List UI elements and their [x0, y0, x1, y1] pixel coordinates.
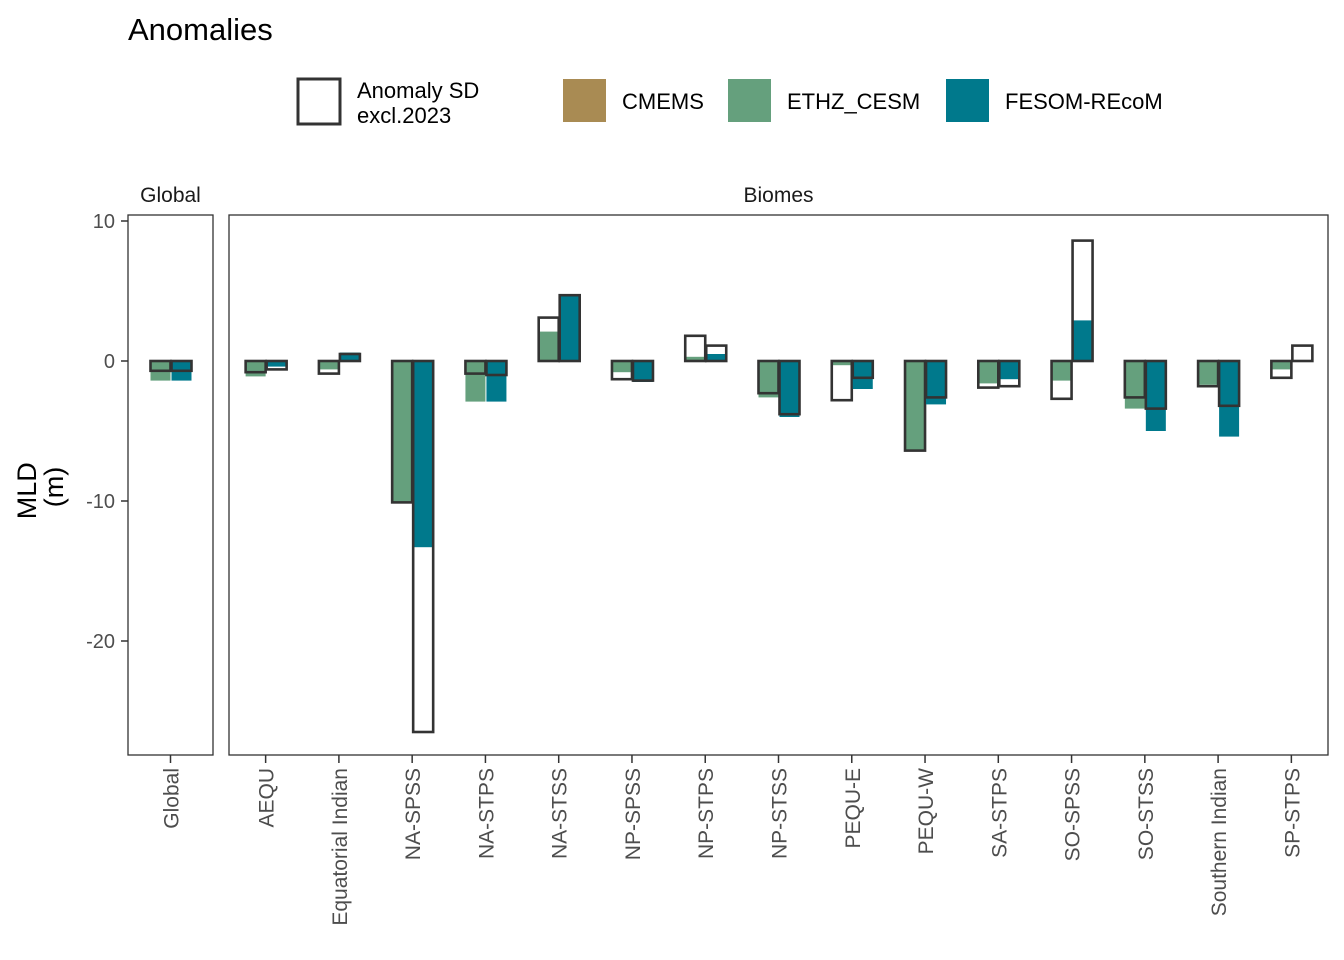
- bar-ethz-cesm-np-stss: [758, 361, 779, 398]
- x-tick-label: Southern Indian: [1208, 768, 1231, 916]
- bar-ethz-cesm-na-spss: [392, 361, 413, 503]
- legend-label-ethz: ETHZ_CESM: [787, 89, 920, 114]
- sd-outline-fesom-recom-sp-stps: [1291, 344, 1314, 363]
- bar-ethz-cesm-sa-stps: [978, 361, 999, 384]
- legend-key-fesom: [946, 79, 989, 122]
- x-tick-label: PEQU-E: [842, 768, 865, 849]
- x-tick-label: SO-SPSS: [1062, 768, 1085, 861]
- legend-label-sd: Anomaly SD excl.2023: [357, 78, 485, 128]
- panel-global: Global Global: [127, 184, 214, 829]
- sd-outline-ethz-cesm-equatorial-indian: [317, 359, 341, 375]
- x-tick-label: Equatorial Indian: [329, 768, 352, 926]
- sd-outline-fesom-recom-na-stps: [485, 359, 508, 377]
- bar-ethz-cesm-equatorial-indian: [318, 361, 339, 370]
- legend-key-ethz: [728, 79, 771, 122]
- x-tick-label: AEQU: [256, 768, 279, 828]
- sd-outline-fesom-recom-np-stps: [704, 344, 728, 363]
- x-tick-label: SP-STPS: [1281, 768, 1304, 858]
- panel-border: [127, 214, 214, 756]
- bar-ethz-cesm-sp-stps: [1271, 361, 1292, 370]
- bar-fesom-recom-so-spss: [1072, 320, 1093, 361]
- bar-ethz-cesm-aequ: [245, 361, 266, 377]
- panel-biomes: Biomes AEQU Equatorial Indian NA-SPSS NA-STP…: [228, 184, 1329, 926]
- legend-label-fesom: FESOM-REcoM: [1005, 89, 1163, 114]
- chart-title: Anomalies: [128, 12, 273, 47]
- x-tick-label: NA-SPSS: [402, 768, 425, 860]
- bar-fesom-recom-pequ-w: [926, 361, 947, 405]
- bar-fesom-recom-pequ-e: [852, 361, 873, 389]
- bar-ethz-cesm-np-spss: [611, 361, 632, 373]
- sd-outline-fesom-recom-aequ: [265, 359, 288, 371]
- legend-key-cmems: [563, 79, 606, 122]
- y-axis-title-line2: (m): [39, 467, 69, 507]
- legend-label-sd-line1: Anomaly SD: [357, 78, 479, 103]
- bar-ethz-cesm-na-stps: [465, 361, 486, 402]
- bar-fesom-recom-aequ: [266, 361, 287, 367]
- sd-outline-fesom-recom-southern-indian: [1217, 359, 1241, 408]
- x-tick-label: PEQU-W: [915, 768, 938, 855]
- panels: 10 0 -10 -20 Global Global Biomes AEQU Equatoria…: [86, 184, 1329, 926]
- x-tick-label: NA-STSS: [549, 768, 572, 859]
- sd-outline-fesom-recom-so-stss: [1144, 359, 1168, 410]
- bar-fesom-recom-sa-stps: [999, 361, 1020, 380]
- bar-fesom-recom-na-spss: [413, 361, 434, 548]
- sd-outline-ethz-cesm-sp-stps: [1270, 359, 1293, 380]
- bar-fesom-recom-na-stss: [559, 295, 580, 361]
- sd-outline-fesom-recom-sa-stps: [997, 359, 1021, 388]
- sd-outline-fesom-recom-na-spss: [411, 359, 435, 734]
- y-axis-title: MLD (m): [12, 455, 69, 520]
- sd-outline-fesom-recom-na-stss: [558, 293, 582, 363]
- x-tick-label: NA-STPS: [475, 768, 498, 859]
- sd-outline-fesom-recom-np-spss: [631, 359, 655, 382]
- x-tick-label: NP-SPSS: [622, 768, 645, 860]
- x-tick-label: SA-STPS: [988, 768, 1011, 858]
- x-tick-label: NP-STPS: [695, 768, 718, 859]
- sd-outline-ethz-cesm-so-spss: [1050, 359, 1073, 401]
- sd-outline-fesom-recom-pequ-e: [851, 359, 875, 380]
- panel-strip-label: Biomes: [743, 184, 813, 207]
- bar-ethz-cesm-southern-indian: [1198, 361, 1219, 385]
- bar-ethz-cesm-so-spss: [1051, 361, 1072, 381]
- legend: Anomaly SD excl.2023 CMEMS ETHZ_CESM FES…: [296, 77, 1163, 128]
- sd-outline-fesom-recom-pequ-w: [924, 359, 948, 399]
- bar-ethz-cesm-pequ-e: [831, 361, 852, 366]
- bar-ethz-cesm-pequ-w: [905, 361, 926, 451]
- sd-outline-ethz-cesm-pequ-e: [830, 359, 854, 402]
- y-tick-label: -10: [86, 491, 115, 513]
- x-tick-label: Global: [161, 768, 184, 829]
- bar-fesom-recom-southern-indian: [1219, 361, 1240, 437]
- bar-fesom-recom-equatorial-indian: [339, 352, 360, 361]
- x-tick-label: NP-STSS: [769, 768, 792, 859]
- bar-ethz-cesm-so-stss: [1124, 361, 1145, 409]
- bar-ethz-cesm-np-stps: [685, 356, 706, 361]
- bar-fesom-recom-np-stss: [779, 361, 800, 417]
- sd-outline-fesom-recom-np-stss: [778, 359, 801, 416]
- panel-strip-label: Global: [140, 184, 201, 207]
- bar-fesom-recom-na-stps: [486, 361, 507, 402]
- sd-outline-fesom-recom-equatorial-indian: [338, 352, 362, 363]
- sd-outline-fesom-recom-global: [170, 359, 193, 373]
- bar-ethz-cesm-na-stss: [538, 331, 559, 361]
- x-tick-label: SO-STSS: [1135, 768, 1158, 860]
- y-axis-title-line1: MLD: [12, 462, 42, 519]
- legend-label-sd-line2: excl.2023: [357, 103, 451, 128]
- sd-outline-fesom-recom-so-spss: [1071, 239, 1094, 363]
- legend-label-cmems: CMEMS: [622, 89, 704, 114]
- bar-fesom-recom-so-stss: [1145, 361, 1166, 431]
- y-tick-label: -20: [86, 631, 115, 653]
- legend-key-sd: [296, 77, 342, 126]
- y-tick-label: 10: [93, 211, 115, 233]
- y-axis: 10 0 -10 -20: [86, 211, 128, 653]
- y-tick-label: 0: [104, 351, 115, 373]
- bar-fesom-recom-np-spss: [632, 361, 653, 382]
- bar-fesom-recom-np-stps: [706, 354, 727, 361]
- sd-outline-ethz-cesm-pequ-w: [903, 359, 927, 452]
